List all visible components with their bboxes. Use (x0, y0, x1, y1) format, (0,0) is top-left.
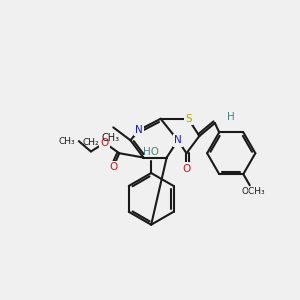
Text: HO: HO (143, 147, 159, 157)
Text: O: O (100, 138, 109, 148)
Text: S: S (185, 114, 191, 124)
Text: OCH₃: OCH₃ (242, 187, 265, 196)
Text: CH₂: CH₂ (82, 138, 99, 147)
Text: O: O (109, 162, 117, 172)
Text: CH₃: CH₃ (59, 137, 75, 146)
Text: H: H (227, 112, 235, 122)
Text: O: O (182, 164, 190, 174)
Text: CH₃: CH₃ (102, 133, 120, 142)
Text: N: N (135, 125, 143, 135)
Text: N: N (174, 135, 182, 145)
